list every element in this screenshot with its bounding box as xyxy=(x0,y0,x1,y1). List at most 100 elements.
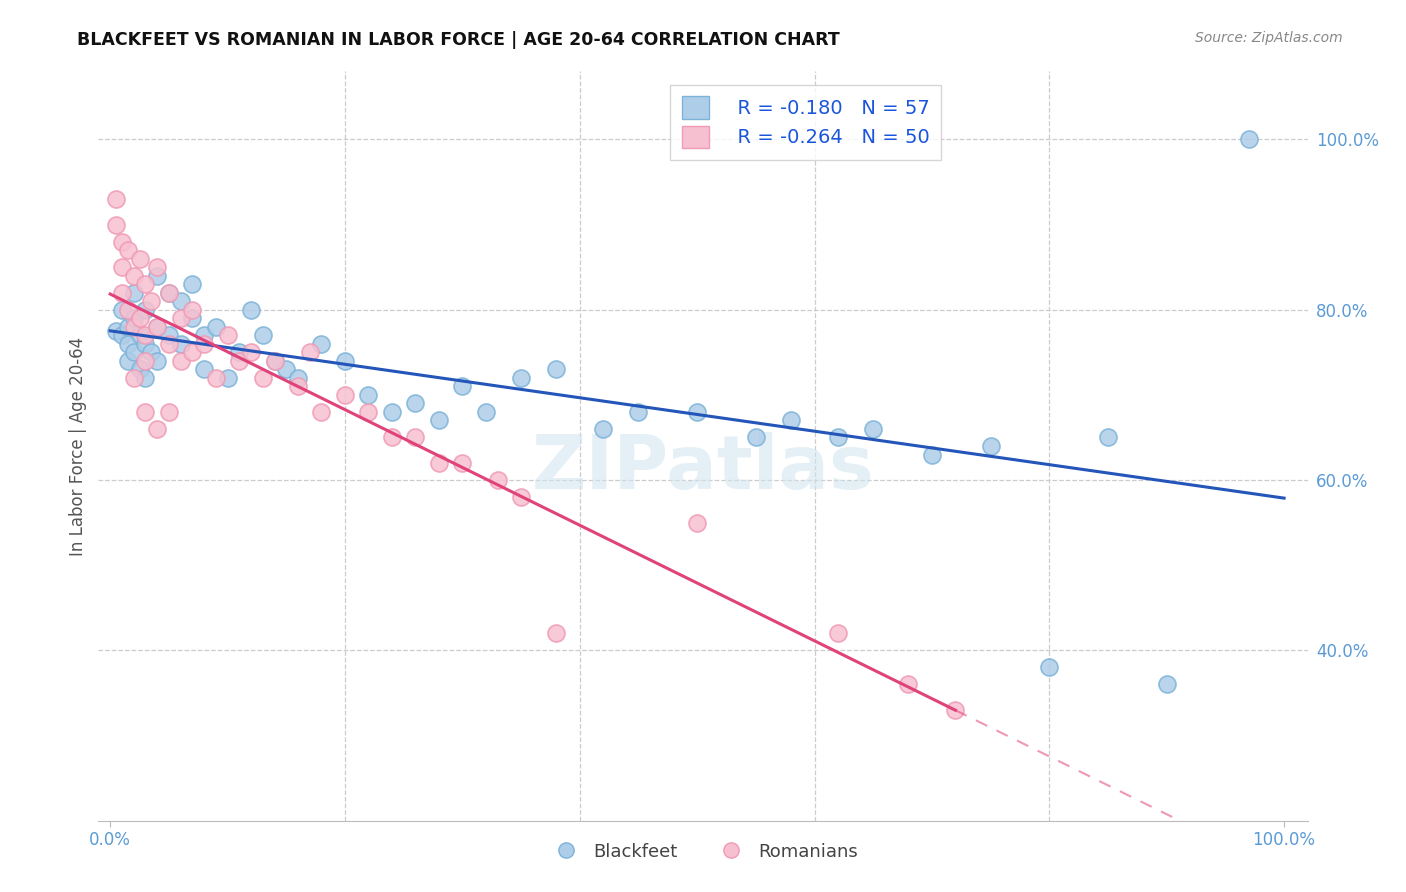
Point xyxy=(122,319,145,334)
Point xyxy=(217,371,239,385)
Point xyxy=(381,430,404,444)
Point xyxy=(122,268,145,283)
Point xyxy=(486,473,509,487)
Point xyxy=(181,311,204,326)
Point xyxy=(333,388,356,402)
Point xyxy=(427,413,450,427)
Point xyxy=(404,430,426,444)
Point xyxy=(157,285,180,300)
Point xyxy=(252,328,274,343)
Point xyxy=(240,302,263,317)
Point xyxy=(134,405,156,419)
Point xyxy=(141,345,163,359)
Point xyxy=(134,328,156,343)
Point xyxy=(193,362,215,376)
Point xyxy=(134,302,156,317)
Point xyxy=(311,336,333,351)
Point xyxy=(134,277,156,292)
Point xyxy=(510,371,533,385)
Point xyxy=(128,311,150,326)
Point xyxy=(451,379,474,393)
Y-axis label: In Labor Force | Age 20-64: In Labor Force | Age 20-64 xyxy=(69,336,87,556)
Point xyxy=(181,345,204,359)
Point xyxy=(181,277,204,292)
Point xyxy=(827,430,849,444)
Point xyxy=(510,490,533,504)
Point xyxy=(111,235,134,249)
Point xyxy=(592,422,614,436)
Point xyxy=(780,413,803,427)
Point xyxy=(921,448,943,462)
Text: ZIPatlas: ZIPatlas xyxy=(531,432,875,505)
Point xyxy=(157,336,180,351)
Point xyxy=(627,405,650,419)
Point xyxy=(263,354,285,368)
Point xyxy=(1097,430,1119,444)
Point xyxy=(169,294,191,309)
Point xyxy=(122,371,145,385)
Point xyxy=(146,422,169,436)
Point xyxy=(181,302,204,317)
Point xyxy=(287,371,309,385)
Legend: Blackfeet, Romanians: Blackfeet, Romanians xyxy=(540,836,866,868)
Point xyxy=(169,311,191,326)
Point xyxy=(157,285,180,300)
Point xyxy=(117,354,139,368)
Point xyxy=(193,328,215,343)
Point xyxy=(105,218,128,232)
Point xyxy=(276,362,298,376)
Text: Source: ZipAtlas.com: Source: ZipAtlas.com xyxy=(1195,31,1343,45)
Point xyxy=(117,336,139,351)
Point xyxy=(263,354,285,368)
Point xyxy=(169,354,191,368)
Point xyxy=(252,371,274,385)
Point xyxy=(169,336,191,351)
Point xyxy=(122,345,145,359)
Point xyxy=(357,405,380,419)
Point xyxy=(157,328,180,343)
Point xyxy=(111,285,134,300)
Point xyxy=(333,354,356,368)
Point xyxy=(686,516,709,530)
Point xyxy=(134,354,156,368)
Point xyxy=(111,260,134,275)
Point xyxy=(1156,677,1178,691)
Point xyxy=(427,456,450,470)
Point xyxy=(122,311,145,326)
Text: BLACKFEET VS ROMANIAN IN LABOR FORCE | AGE 20-64 CORRELATION CHART: BLACKFEET VS ROMANIAN IN LABOR FORCE | A… xyxy=(77,31,839,49)
Point xyxy=(128,362,150,376)
Point xyxy=(298,345,321,359)
Point xyxy=(217,328,239,343)
Point xyxy=(287,379,309,393)
Point xyxy=(128,252,150,266)
Point xyxy=(1237,132,1260,146)
Point xyxy=(157,405,180,419)
Point xyxy=(146,319,169,334)
Point xyxy=(134,336,156,351)
Point xyxy=(117,302,139,317)
Point xyxy=(228,345,250,359)
Point xyxy=(141,294,163,309)
Point xyxy=(204,319,226,334)
Point xyxy=(546,626,568,640)
Point xyxy=(146,319,169,334)
Point xyxy=(117,243,139,257)
Point xyxy=(381,405,404,419)
Point xyxy=(146,260,169,275)
Point xyxy=(311,405,333,419)
Point xyxy=(404,396,426,410)
Point xyxy=(745,430,768,444)
Point xyxy=(862,422,884,436)
Point xyxy=(204,371,226,385)
Point xyxy=(897,677,920,691)
Point xyxy=(105,324,128,338)
Point xyxy=(146,354,169,368)
Point xyxy=(686,405,709,419)
Point xyxy=(111,328,134,343)
Point xyxy=(451,456,474,470)
Point xyxy=(546,362,568,376)
Point xyxy=(134,371,156,385)
Point xyxy=(240,345,263,359)
Point xyxy=(980,439,1002,453)
Point xyxy=(945,703,967,717)
